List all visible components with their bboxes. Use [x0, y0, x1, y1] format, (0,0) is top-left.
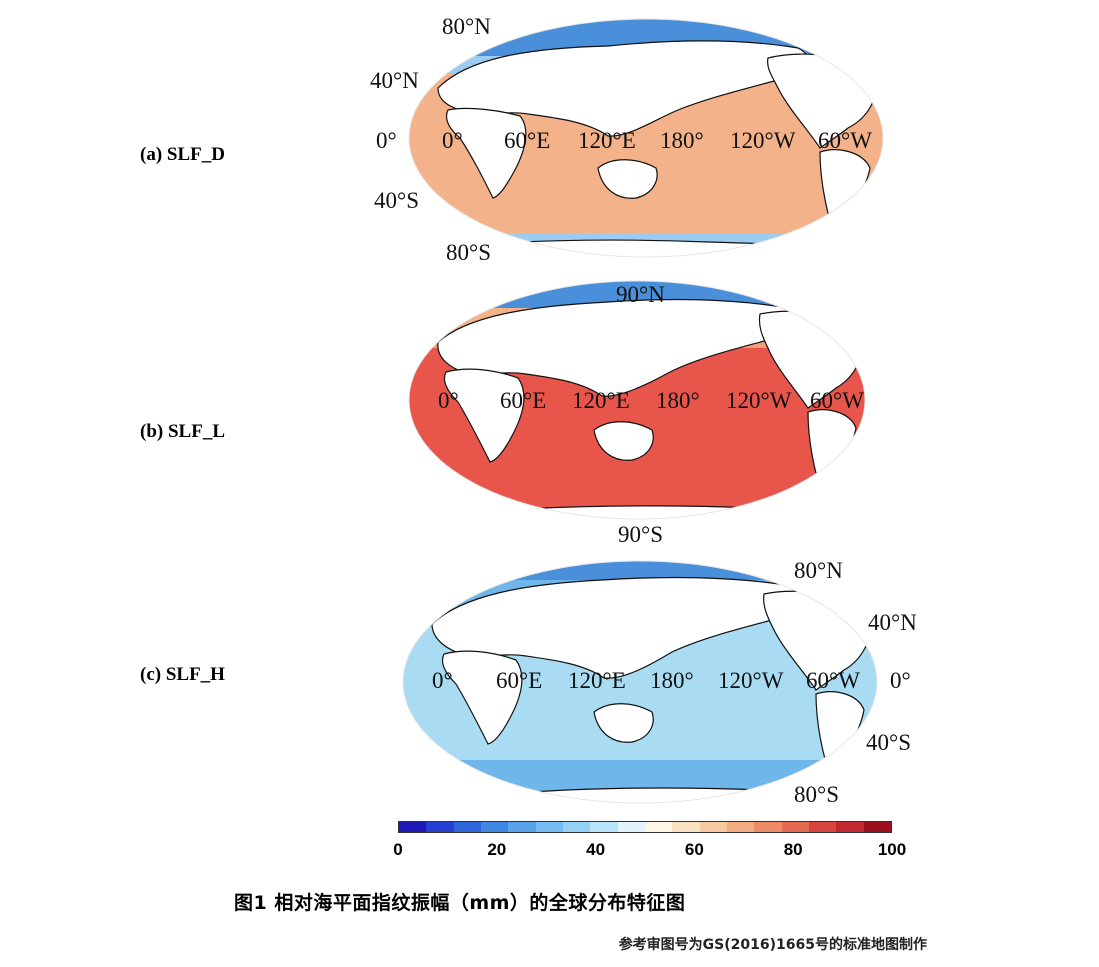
- map-panel-a: 80°N 40°N 0° 40°S 80°S 0° 60°E 120°E 180…: [370, 14, 884, 265]
- colorbar-tick-label: 100: [877, 840, 907, 859]
- colorbar-segment: [754, 822, 782, 832]
- lon-label-120e: 120°E: [568, 668, 626, 693]
- map-review-note: 参考审图号为GS(2016)1665号的标准地图制作: [618, 937, 927, 953]
- colorbar-segment: [480, 822, 509, 832]
- colorbar-segment: [590, 822, 618, 832]
- colorbar-tick-label: 60: [684, 840, 704, 859]
- panel-a-label: (a) SLF_D: [140, 144, 225, 165]
- lon-label-120w: 120°W: [726, 388, 792, 413]
- colorbar-segment: [808, 822, 837, 832]
- colorbar-tick-label: 40: [586, 840, 606, 859]
- colorbar-segment: [453, 822, 481, 832]
- lon-label-60e: 60°E: [504, 128, 550, 153]
- colorbar-segment: [836, 822, 864, 832]
- landmass-africa: [445, 107, 527, 199]
- lon-label-60w: 60°W: [806, 668, 860, 693]
- lat-label-0: 0°: [890, 668, 911, 693]
- colorbar-segment: [672, 822, 700, 832]
- map-a-svg: 80°N 40°N 0° 40°S 80°S 0° 60°E 120°E 180…: [370, 14, 884, 265]
- lat-label-80s: 80°S: [794, 782, 839, 807]
- panel-c-label: (c) SLF_H: [140, 664, 225, 685]
- colorbar-segment: [562, 822, 591, 832]
- colorbar-segment: [426, 822, 454, 832]
- colorbar-tick-label: 80: [783, 840, 803, 859]
- landmass-south-america: [819, 149, 871, 234]
- colorbar-segment: [699, 822, 727, 832]
- lon-label-60e: 60°E: [500, 388, 546, 413]
- map-c-svg: 80°N 40°N 0° 40°S 80°S 0° 60°E 120°E 180…: [402, 558, 917, 807]
- colorbar-tick-label: 20: [487, 840, 507, 859]
- map-panel-b: 90°N 90°S 0° 60°E 120°E 180° 120°W 60°W: [408, 280, 866, 547]
- lon-label-180: 180°: [656, 388, 700, 413]
- landmass-africa: [443, 368, 525, 463]
- lon-label-60e: 60°E: [496, 668, 542, 693]
- colorbar-segment: [535, 822, 563, 832]
- lat-label-80n: 80°N: [794, 558, 843, 583]
- landmass-africa: [441, 650, 523, 745]
- map-b-svg: 90°N 90°S 0° 60°E 120°E 180° 120°W 60°W: [408, 280, 866, 547]
- colorbar: [398, 821, 892, 833]
- colorbar-segment: [781, 822, 809, 832]
- panel-b-label: (b) SLF_L: [140, 421, 225, 442]
- colorbar-tick-label: 0: [393, 840, 403, 859]
- lon-label-120e: 120°E: [572, 388, 630, 413]
- lon-label-120w: 120°W: [718, 668, 784, 693]
- landmass-australia: [593, 703, 654, 743]
- colorbar-segment: [508, 822, 536, 832]
- landmass-australia: [593, 421, 654, 461]
- lon-label-0: 0°: [442, 128, 463, 153]
- colorbar-segment: [399, 822, 427, 832]
- map-panel-c: 80°N 40°N 0° 40°S 80°S 0° 60°E 120°E 180…: [402, 558, 917, 807]
- lat-label-80s: 80°S: [446, 240, 491, 265]
- lon-label-180: 180°: [660, 128, 704, 153]
- lon-label-0: 0°: [438, 388, 459, 413]
- landmass-south-america: [807, 409, 857, 496]
- colorbar-segment: [863, 822, 891, 832]
- lon-label-180: 180°: [650, 668, 694, 693]
- lat-label-40s: 40°S: [374, 188, 419, 213]
- colorbar-segment: [726, 822, 755, 832]
- lon-label-120w: 120°W: [730, 128, 796, 153]
- lat-label-40n: 40°N: [370, 68, 419, 93]
- lon-label-0: 0°: [432, 668, 453, 693]
- lon-label-120e: 120°E: [578, 128, 636, 153]
- lat-label-80n: 80°N: [442, 14, 491, 39]
- colorbar-segment: [617, 822, 645, 832]
- lat-label-0: 0°: [376, 128, 397, 153]
- figure-caption: 图1 相对海平面指纹振幅（mm）的全球分布特征图: [234, 892, 686, 914]
- lon-label-60w: 60°W: [818, 128, 872, 153]
- landmass-australia: [597, 159, 658, 199]
- lat-label-90n: 90°N: [616, 282, 665, 307]
- lat-label-90s: 90°S: [618, 522, 663, 547]
- lat-label-40n: 40°N: [868, 610, 917, 635]
- lon-label-60w: 60°W: [810, 388, 864, 413]
- colorbar-ticks: 0 20 40 60 80 100: [393, 840, 906, 864]
- landmass-south-america: [815, 691, 865, 778]
- colorbar-segment: [644, 822, 673, 832]
- lat-label-40s: 40°S: [866, 730, 911, 755]
